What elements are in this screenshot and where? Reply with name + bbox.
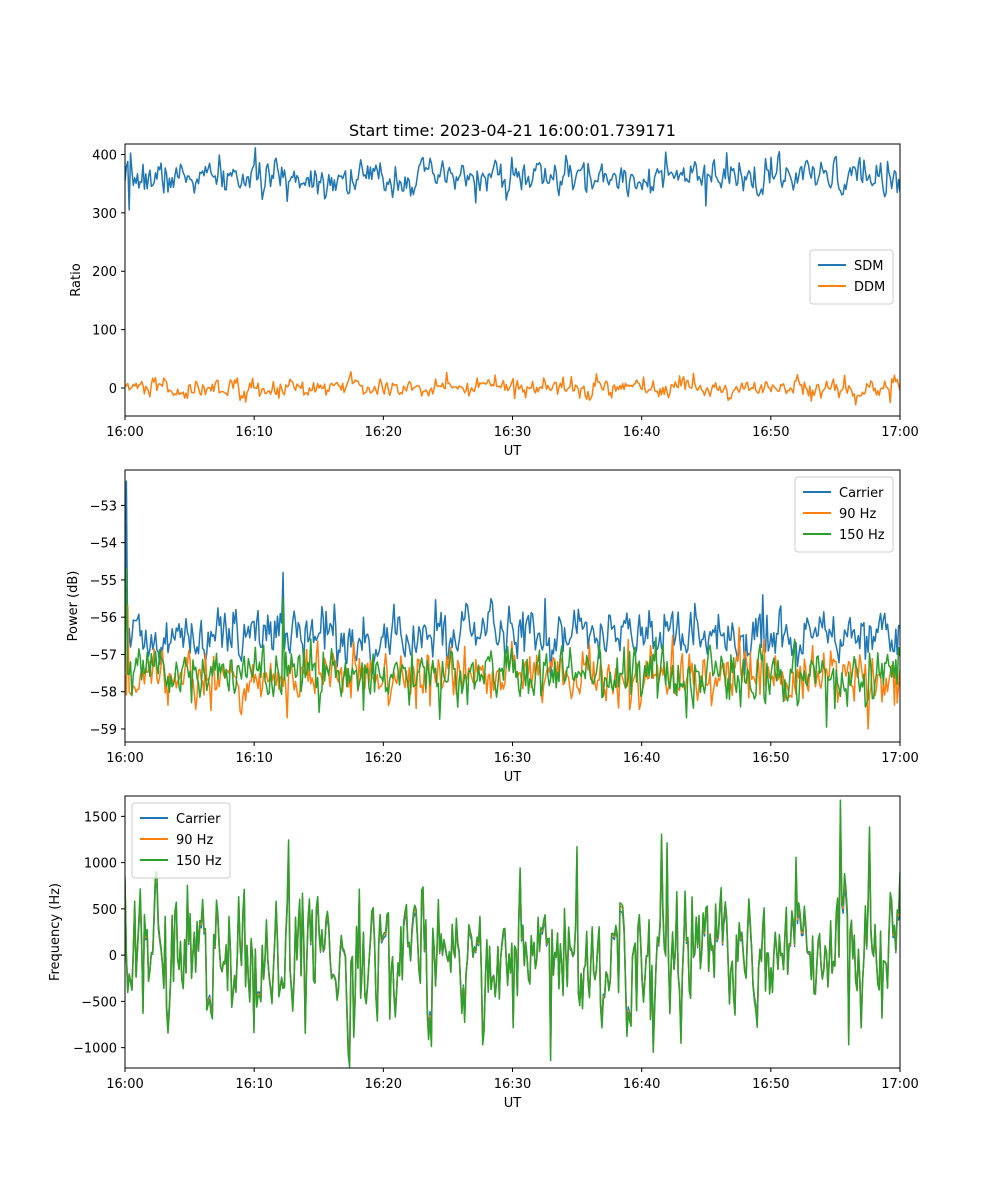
x-tick-label: 16:50 — [752, 425, 789, 440]
x-tick-label: 17:00 — [881, 425, 918, 440]
power-panel: 16:00 16:10 16:20 16:30 16:40 16:50 17:00 −59 −5… — [66, 469, 919, 785]
x-axis-label: UT — [504, 444, 522, 459]
y-axis-label: Frequency (Hz) — [48, 883, 63, 981]
x-tick-label: 16:20 — [365, 425, 402, 440]
x-tick-label: 16:50 — [752, 1077, 789, 1092]
y-tick-label: 500 — [92, 903, 117, 918]
legend-label: 90 Hz — [176, 833, 213, 848]
plot-area — [125, 799, 900, 1068]
x-tick-label: 16:20 — [365, 751, 402, 766]
y-tick-label: 200 — [92, 265, 117, 280]
y-tick-label: −58 — [90, 686, 117, 701]
x-tick-label: 16:30 — [494, 1077, 531, 1092]
y-tick-label: 300 — [92, 207, 117, 222]
legend-label: 90 Hz — [839, 507, 876, 522]
legend-label: Carrier — [176, 812, 221, 827]
x-tick-label: 17:00 — [881, 1077, 918, 1092]
y-tick-label: −1000 — [73, 1042, 117, 1057]
x-tick-label: 16:30 — [494, 751, 531, 766]
plot-area — [125, 147, 900, 406]
x-axis-label: UT — [504, 770, 522, 785]
legend: SDM DDM — [809, 249, 894, 305]
x-tick-label: 16:10 — [235, 751, 272, 766]
x-tick-label: 16:20 — [365, 1077, 402, 1092]
x-tick-label: 16:10 — [235, 425, 272, 440]
y-tick-label: 0 — [109, 949, 117, 964]
series-line-150-hz — [125, 799, 900, 1068]
legend: Carrier 90 Hz 150 Hz — [131, 802, 231, 879]
y-tick-label: 100 — [92, 324, 117, 339]
ratio-panel: 16:00 16:10 16:20 16:30 16:40 16:50 17:00 0 100 2… — [69, 143, 919, 459]
frequency-panel: 16:00 16:10 16:20 16:30 16:40 16:50 17:00 −1000… — [48, 795, 919, 1111]
y-tick-label: −56 — [90, 611, 117, 626]
series-line-carrier — [125, 480, 900, 678]
y-tick-label: −55 — [90, 574, 117, 589]
x-tick-label: 16:00 — [106, 1077, 143, 1092]
y-axis-label: Ratio — [69, 263, 84, 296]
legend-label: DDM — [854, 280, 885, 295]
series-line-ddm — [125, 371, 900, 406]
legend: Carrier 90 Hz 150 Hz — [794, 476, 894, 553]
y-axis-label: Power (dB) — [66, 571, 81, 642]
y-tick-label: 1000 — [84, 857, 117, 872]
x-tick-label: 16:00 — [106, 425, 143, 440]
y-tick-label: −59 — [90, 723, 117, 738]
figure-title: Start time: 2023-04-21 16:00:01.739171 — [349, 121, 676, 140]
x-tick-label: 16:50 — [752, 751, 789, 766]
y-tick-label: −53 — [90, 499, 117, 514]
x-tick-label: 16:30 — [494, 425, 531, 440]
x-tick-label: 16:40 — [623, 1077, 660, 1092]
legend-label: 150 Hz — [176, 854, 222, 869]
x-tick-label: 17:00 — [881, 751, 918, 766]
y-tick-label: −57 — [90, 648, 117, 663]
x-tick-label: 16:10 — [235, 1077, 272, 1092]
legend-box — [809, 249, 894, 305]
series-line-150-hz — [125, 567, 900, 728]
plot-area — [125, 480, 900, 730]
y-tick-label: 1500 — [84, 810, 117, 825]
x-tick-label: 16:40 — [623, 751, 660, 766]
legend-label: SDM — [854, 259, 883, 274]
y-tick-label: 400 — [92, 149, 117, 164]
x-tick-label: 16:00 — [106, 751, 143, 766]
y-tick-label: −500 — [81, 995, 117, 1010]
x-tick-label: 16:40 — [623, 425, 660, 440]
x-axis-label: UT — [504, 1096, 522, 1111]
y-tick-label: 0 — [109, 382, 117, 397]
series-line-sdm — [125, 147, 900, 211]
legend-label: Carrier — [839, 486, 884, 501]
y-tick-label: −54 — [90, 537, 117, 552]
legend-label: 150 Hz — [839, 528, 885, 543]
